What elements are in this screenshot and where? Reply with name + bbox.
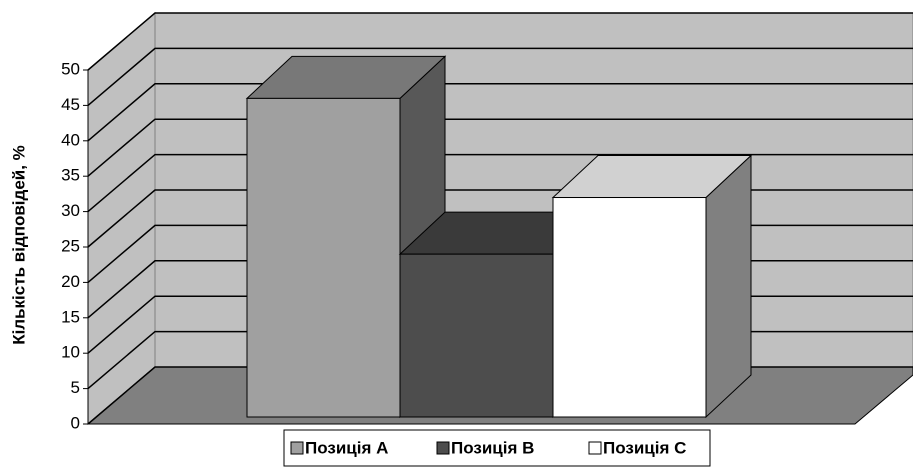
y-tick-label: 15 [61, 307, 80, 326]
grid-line [87, 47, 913, 106]
y-tick-label: 45 [61, 95, 80, 114]
bar [246, 97, 401, 418]
legend-label: Позиція С [603, 438, 686, 457]
y-tick-label: 0 [71, 413, 80, 432]
grid-line [87, 12, 913, 71]
y-tick-label: 30 [61, 201, 80, 220]
y-tick-label: 25 [61, 236, 80, 255]
legend [283, 429, 711, 467]
grid-line [87, 153, 913, 213]
bar [399, 253, 554, 418]
y-tick-label: 10 [61, 343, 80, 362]
y-axis-label: Кількість відповідей, % [9, 145, 28, 345]
y-tick-label: 40 [61, 130, 80, 149]
bar-side [705, 154, 752, 419]
grid-line [87, 83, 913, 142]
y-tick-label: 5 [71, 378, 80, 397]
legend-marker [588, 441, 602, 455]
grid-line [87, 118, 913, 177]
bar [552, 197, 707, 418]
legend-label: Позиція В [451, 438, 534, 457]
y-tick-label: 35 [61, 166, 80, 185]
legend-items: Позиція А Позиція В Позиція С [290, 438, 686, 457]
legend-marker [290, 441, 304, 455]
bars [245, 55, 753, 419]
legend-marker [436, 441, 450, 455]
y-tick-label: 20 [61, 272, 80, 291]
y-tick-label: 50 [61, 59, 80, 78]
legend-label: Позиція А [305, 438, 388, 457]
